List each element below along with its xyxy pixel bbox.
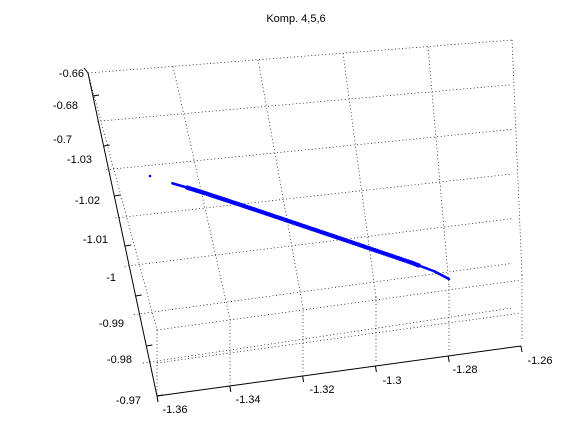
y-tick-mark	[114, 194, 121, 197]
y-tick-mark	[92, 94, 100, 97]
y-tick-label: -1.01	[83, 234, 108, 246]
x-tick-label: -1.34	[235, 394, 260, 406]
grid-line	[156, 312, 522, 364]
y-tick-label: -1.02	[75, 195, 100, 207]
y-tick-label: -0.99	[99, 318, 124, 330]
x-axis-ticks: -1.36 -1.34 -1.32 -1.3 -1.28 -1.26	[162, 355, 552, 416]
y-tick-label: -0.97	[116, 395, 141, 407]
grid-line	[106, 128, 513, 171]
y-axis-ticks: -0.97 -0.98 -0.99 -1 -1.01 -1.02 -1.03	[67, 154, 141, 407]
x-axis-line	[156, 345, 522, 397]
y-tick-mark	[135, 294, 142, 297]
y-tick-label: -1.03	[67, 154, 92, 166]
y-tick-mark	[103, 144, 110, 147]
axes-box	[83, 67, 523, 403]
x-tick-mark	[156, 395, 159, 403]
z-tick-label: -0.66	[59, 68, 84, 80]
grid-line	[133, 262, 513, 316]
grid-line	[124, 218, 513, 267]
grid-line	[427, 46, 450, 287]
grid-line	[257, 59, 304, 309]
chart-title: Komp. 4,5,6	[266, 13, 325, 25]
grid-line	[87, 39, 513, 74]
data-series	[148, 174, 451, 281]
grid-line	[87, 72, 158, 331]
y-axis-line	[87, 72, 158, 397]
y-tick-label: -1	[106, 272, 116, 284]
x-tick-label: -1.26	[527, 355, 552, 367]
z-axis-line	[83, 67, 89, 74]
y-tick-mark	[156, 394, 164, 397]
z-axis-ticks: -0.7 -0.68 -0.66	[53, 68, 84, 146]
z-tick-label: -0.7	[53, 134, 72, 146]
data-point	[148, 174, 152, 178]
grid-line	[342, 53, 377, 298]
x-tick-label: -1.36	[162, 404, 187, 416]
x-tick-label: -1.32	[309, 384, 334, 396]
data-point	[447, 277, 451, 281]
grid-line	[156, 279, 522, 331]
z-tick-label: -0.68	[53, 100, 78, 112]
y-tick-mark	[146, 344, 153, 347]
grid-line	[115, 173, 513, 219]
grid-line	[97, 84, 513, 122]
x-tick-mark	[302, 375, 305, 383]
y-tick-mark	[124, 244, 132, 247]
x-tick-mark	[229, 385, 232, 393]
x-tick-label: -1.3	[383, 375, 402, 387]
y-tick-label: -0.98	[107, 354, 132, 366]
x-tick-mark	[520, 345, 523, 353]
grid-lines	[87, 39, 523, 396]
x-tick-mark	[447, 355, 450, 363]
grid-line	[511, 39, 523, 276]
x-tick-label: -1.28	[452, 364, 477, 376]
x-tick-mark	[374, 365, 377, 373]
